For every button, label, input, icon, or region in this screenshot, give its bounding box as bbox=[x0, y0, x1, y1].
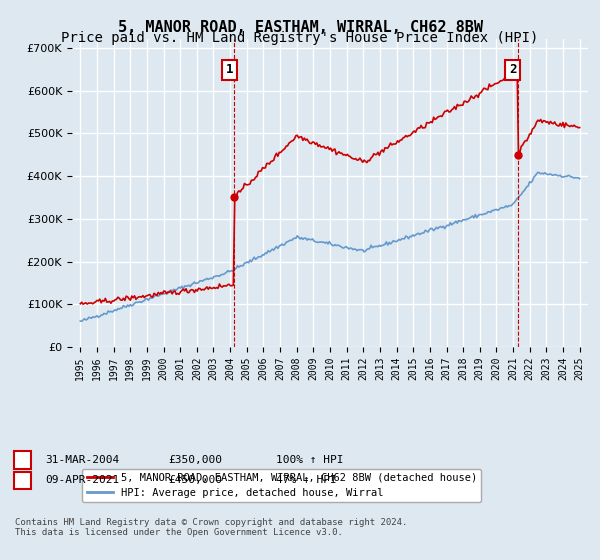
Text: 31-MAR-2004: 31-MAR-2004 bbox=[45, 455, 119, 465]
Text: 2: 2 bbox=[509, 63, 517, 76]
Text: 1: 1 bbox=[19, 455, 26, 465]
Text: 100% ↑ HPI: 100% ↑ HPI bbox=[276, 455, 343, 465]
Text: Contains HM Land Registry data © Crown copyright and database right 2024.
This d: Contains HM Land Registry data © Crown c… bbox=[15, 518, 407, 538]
Text: Price paid vs. HM Land Registry's House Price Index (HPI): Price paid vs. HM Land Registry's House … bbox=[61, 31, 539, 45]
FancyBboxPatch shape bbox=[14, 451, 31, 469]
FancyBboxPatch shape bbox=[14, 472, 31, 489]
Text: 47% ↑ HPI: 47% ↑ HPI bbox=[276, 475, 337, 486]
Text: £450,000: £450,000 bbox=[168, 475, 222, 486]
Text: 2: 2 bbox=[19, 475, 26, 486]
Text: 09-APR-2021: 09-APR-2021 bbox=[45, 475, 119, 486]
Text: 5, MANOR ROAD, EASTHAM, WIRRAL, CH62 8BW: 5, MANOR ROAD, EASTHAM, WIRRAL, CH62 8BW bbox=[118, 20, 482, 35]
Text: £350,000: £350,000 bbox=[168, 455, 222, 465]
Legend: 5, MANOR ROAD, EASTHAM, WIRRAL, CH62 8BW (detached house), HPI: Average price, d: 5, MANOR ROAD, EASTHAM, WIRRAL, CH62 8BW… bbox=[82, 469, 481, 502]
Text: 1: 1 bbox=[226, 63, 233, 76]
